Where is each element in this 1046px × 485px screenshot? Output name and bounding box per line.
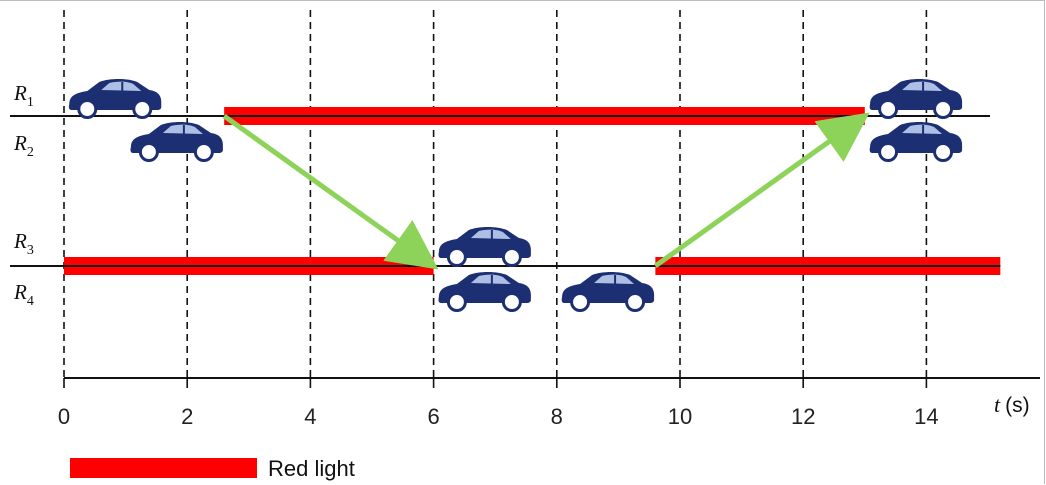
tick-label-8: 8 (551, 404, 563, 429)
time-gridlines (63, 10, 928, 378)
car-icon (869, 122, 963, 162)
car-icon (68, 79, 162, 119)
phase-arrows (222, 112, 870, 270)
tick-label-4: 4 (304, 404, 316, 429)
transition-arrow-0 (222, 113, 439, 270)
route-label-r2: R2 (13, 131, 34, 160)
axis-title: t (s) (994, 392, 1030, 417)
legend-swatch (70, 458, 257, 478)
car-icon (438, 227, 531, 267)
route-label-r3: R3 (13, 229, 34, 258)
tick-label-6: 6 (427, 404, 439, 429)
transition-arrow-1 (653, 112, 870, 269)
tick-label-0: 0 (58, 404, 70, 429)
car-icon (130, 122, 223, 162)
cars (68, 79, 963, 312)
red-light-bars (64, 107, 1001, 275)
tick-label-12: 12 (791, 404, 815, 429)
route-label-r4: R4 (13, 280, 34, 309)
tick-label-10: 10 (668, 404, 692, 429)
car-icon (438, 272, 531, 312)
car-icon (561, 272, 655, 312)
legend-label: Red light (268, 456, 355, 481)
car-icon (869, 79, 963, 119)
tick-label-14: 14 (914, 404, 938, 429)
axis-ticks: 0 2 4 6 8 10 12 14 (58, 378, 939, 429)
route-label-r1: R1 (13, 81, 34, 110)
tick-label-2: 2 (181, 404, 193, 429)
